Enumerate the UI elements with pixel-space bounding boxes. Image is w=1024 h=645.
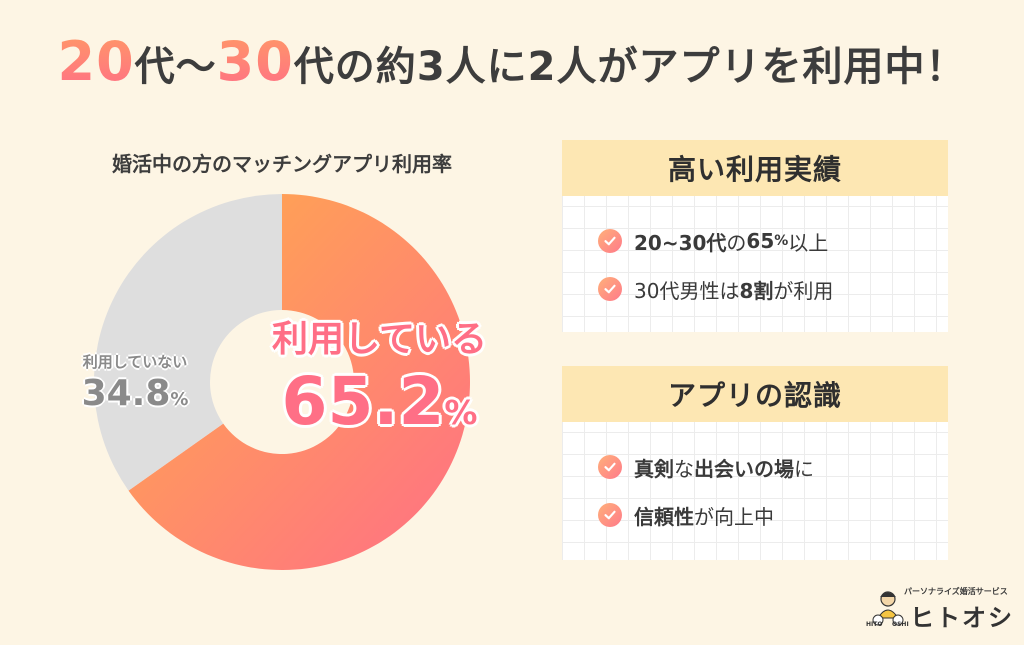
- list-item: 真剣な出会いの場に: [598, 454, 814, 481]
- headline-text-2: 代の約: [293, 44, 417, 90]
- headline-number-30: 30: [216, 30, 294, 93]
- logo-mark-left: HITO: [866, 621, 883, 628]
- logo-mascot-icon: [872, 591, 904, 626]
- check-icon: [598, 503, 622, 527]
- item-text: 65: [746, 229, 775, 253]
- card-app-perception-title: アプリの認識: [562, 366, 948, 422]
- slice-label-using: 利用している 65.2%: [262, 318, 497, 451]
- item-text: %: [774, 233, 789, 249]
- headline-text-3: 3人に2人がアプリを利用中！: [416, 44, 967, 90]
- slice-using-name: 利用している: [272, 319, 487, 360]
- logo-mark-right: OSHI: [892, 621, 909, 628]
- list-item: 20~30代の 65% 以上: [598, 228, 833, 255]
- list-item: 30代男性は 8割 が利用: [598, 276, 834, 303]
- brand-logo: HITO OSHI パーソナライズ婚活サービス ヒトオシ: [866, 584, 1012, 632]
- item-text: の: [726, 230, 747, 255]
- card-usage-record: 高い利用実績 20~30代の 65% 以上 30代男性は 8割 が利用: [562, 140, 948, 332]
- check-icon: [598, 277, 622, 301]
- item-text: 出会いの場: [694, 456, 794, 481]
- slice-using-value: 65.2: [281, 363, 445, 440]
- slice-not-using-unit: %: [170, 389, 189, 410]
- slice-not-using: [93, 194, 282, 491]
- slice-using: [128, 194, 471, 570]
- item-text: 信頼性: [634, 504, 694, 529]
- slice-label-not-using: 利用していない 34.8%: [60, 352, 210, 422]
- card-usage-record-title: 高い利用実績: [562, 140, 948, 196]
- logo-name: ヒトオシ: [910, 604, 1014, 632]
- item-text: が向上中: [694, 504, 774, 529]
- headline-text-1: 代〜: [134, 44, 217, 90]
- item-text: 20~30代: [634, 230, 727, 255]
- logo-tagline: パーソナライズ婚活サービス: [904, 587, 1008, 596]
- check-icon: [598, 455, 622, 479]
- item-text: 8割: [739, 278, 774, 303]
- item-text: 30代男性は: [634, 278, 740, 303]
- item-text: に: [794, 456, 814, 481]
- item-text: 以上: [788, 230, 829, 255]
- slice-not-using-name: 利用していない: [82, 353, 188, 371]
- slice-not-using-value: 34.8: [81, 373, 171, 414]
- item-text: が利用: [773, 278, 834, 303]
- item-text: 真剣: [634, 456, 674, 481]
- slice-using-unit: %: [444, 393, 478, 432]
- page-headline: 20代〜30代の約3人に2人がアプリを利用中！: [0, 30, 1024, 93]
- list-item: 信頼性 が向上中: [598, 502, 814, 529]
- headline-number-20: 20: [57, 30, 135, 93]
- card-app-perception: アプリの認識 真剣な出会いの場に 信頼性 が向上中: [562, 366, 948, 560]
- item-text: な: [674, 456, 694, 481]
- check-icon: [598, 229, 622, 253]
- chart-title: 婚活中の方のマッチングアプリ利用率: [112, 152, 452, 176]
